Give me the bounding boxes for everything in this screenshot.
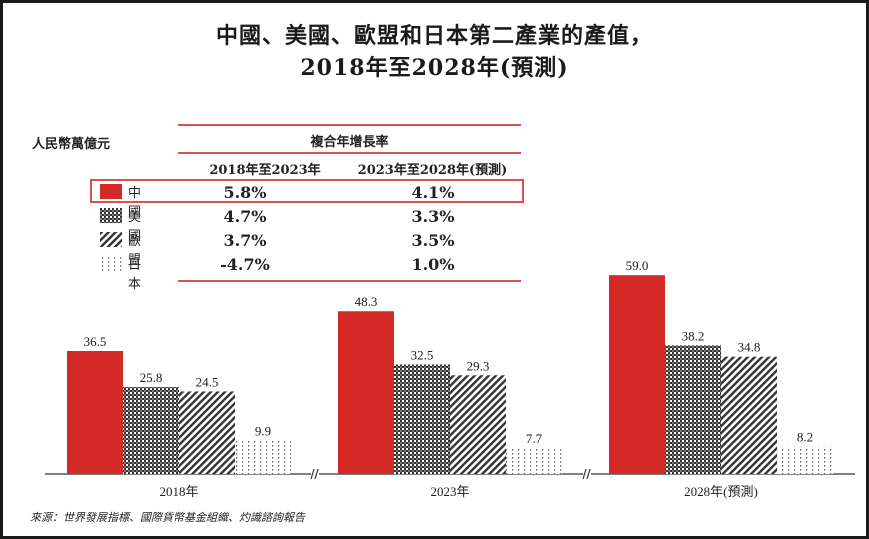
bar-eu-1: [179, 391, 235, 474]
source-note: 來源：世界發展指標、國際貨幣基金組織、灼識諮詢報告: [30, 511, 305, 524]
bar-china-2: [338, 311, 394, 474]
chart-title-line2: 2018年至2028年(預測): [300, 55, 569, 81]
cagr-china-2: 4.1%: [411, 183, 455, 202]
axis-break-mark: [310, 468, 315, 480]
table-bottom-rule: [178, 280, 521, 282]
cagr-col-2: 2023年至2028年(預測): [357, 163, 508, 178]
data-label-us-2: 32.5: [411, 347, 434, 362]
legend-swatch-eu: [100, 232, 122, 247]
data-label-china-1: 36.5: [84, 334, 107, 349]
x-tick-label-1: 2018年: [159, 484, 198, 499]
unit-label: 人民幣萬億元: [32, 137, 111, 152]
bar-us-3: [665, 345, 721, 474]
legend-label-japan: 日本: [128, 258, 142, 292]
legend-swatch-japan: [100, 256, 122, 271]
legend-label-china: 中國: [128, 186, 142, 220]
bar-eu-3: [721, 356, 777, 474]
cagr-eu-2: 3.5%: [411, 231, 455, 250]
data-label-japan-3: 8.2: [797, 429, 813, 444]
bar-japan-1: [235, 440, 291, 474]
bar-japan-2: [506, 448, 562, 474]
chart-title-line1: 中國、美國、歐盟和日本第二產業的產值，: [215, 23, 653, 49]
data-label-eu-1: 24.5: [196, 374, 219, 389]
legend-swatch-china: [100, 184, 122, 199]
table-header-rule: [178, 152, 521, 154]
x-tick-label-3: 2028年(預測): [684, 484, 758, 499]
highlight-box-china: [90, 179, 524, 203]
bar-china-3: [609, 275, 665, 474]
legend-label-eu: 歐盟: [128, 234, 142, 268]
axis-break-mark: [582, 468, 587, 480]
data-label-japan-1: 9.9: [255, 424, 271, 439]
x-tick-label-2: 2023年: [430, 484, 469, 499]
bar-us-1: [123, 387, 179, 474]
data-label-us-1: 25.8: [140, 370, 163, 385]
cagr-japan-1: -4.7%: [220, 255, 270, 274]
bar-japan-3: [777, 446, 833, 474]
legend-label-us: 美國: [128, 210, 142, 244]
cagr-japan-2: 1.0%: [411, 255, 455, 274]
data-label-eu-3: 34.8: [738, 340, 761, 355]
cagr-header: 複合年增長率: [310, 135, 389, 150]
axis-break-mark: [314, 468, 319, 480]
bar-china-1: [67, 350, 123, 474]
cagr-col-1: 2018年至2023年: [209, 163, 321, 178]
bar-eu-2: [450, 375, 506, 474]
legend-swatch-us: [100, 208, 122, 223]
data-label-china-3: 59.0: [626, 258, 649, 273]
data-label-china-2: 48.3: [355, 294, 378, 309]
cagr-us-1: 4.7%: [223, 207, 267, 226]
data-label-eu-2: 29.3: [467, 358, 490, 373]
table-top-rule: [178, 124, 521, 126]
bar-us-2: [394, 364, 450, 474]
data-label-japan-2: 7.7: [526, 431, 543, 446]
cagr-china-1: 5.8%: [223, 183, 267, 202]
cagr-us-2: 3.3%: [411, 207, 455, 226]
axis-break-mark: [586, 468, 591, 480]
data-label-us-3: 38.2: [682, 328, 705, 343]
cagr-eu-1: 3.7%: [223, 231, 267, 250]
